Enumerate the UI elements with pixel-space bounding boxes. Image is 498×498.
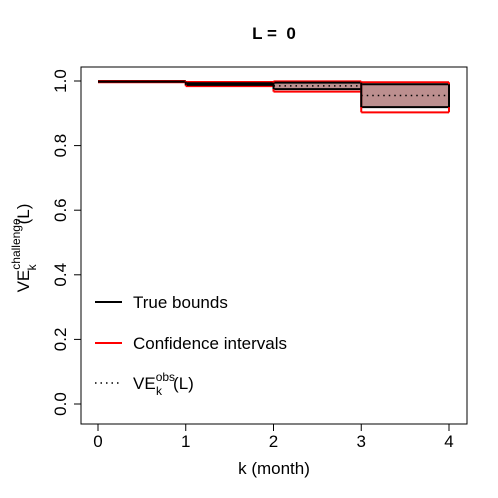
legend-ve-obs-superscript: obs xyxy=(156,370,175,384)
x-tick-label-4: 4 xyxy=(444,432,453,451)
y-tick-label-2: 0.4 xyxy=(51,263,70,287)
y-tick-label-0: 0.0 xyxy=(51,392,70,416)
legend-ve-obs-suffix: (L) xyxy=(173,374,194,393)
legend: True bounds Confidence intervals VEobs k (… xyxy=(95,293,287,398)
y-tick-label-3: 0.6 xyxy=(51,198,70,222)
y-axis-title-suffix: (L) xyxy=(14,204,33,225)
true-bounds-band-3 xyxy=(361,84,449,108)
x-axis: 0 1 2 3 4 xyxy=(93,423,454,451)
plot-frame xyxy=(80,66,468,425)
y-tick-label-5: 1.0 xyxy=(51,69,70,93)
true-bounds-band-2 xyxy=(273,82,362,90)
y-axis-title-superscript: challenge xyxy=(9,218,23,270)
x-tick-label-1: 1 xyxy=(181,432,190,451)
y-axis-title: VEchallenge k (L) xyxy=(9,204,39,293)
chart-marks xyxy=(98,80,450,114)
x-axis-title: k (month) xyxy=(238,459,310,478)
x-tick-label-2: 2 xyxy=(269,432,278,451)
x-tick-label-3: 3 xyxy=(357,432,366,451)
y-axis: 0.0 0.2 0.4 0.6 0.8 1.0 xyxy=(51,69,82,416)
y-tick-label-4: 0.8 xyxy=(51,134,70,158)
legend-ve-obs-subscript: k xyxy=(156,384,163,398)
legend-label-ve-obs: VEobs k (L) xyxy=(133,370,194,398)
x-tick-label-0: 0 xyxy=(93,432,102,451)
chart-title: L = 0 xyxy=(252,24,296,43)
y-tick-label-1: 0.2 xyxy=(51,328,70,352)
y-axis-title-subscript: k xyxy=(25,263,39,270)
y-axis-title-base: VE xyxy=(14,270,33,293)
legend-ve-obs-base: VE xyxy=(133,374,156,393)
legend-label-confidence-intervals: Confidence intervals xyxy=(133,334,287,353)
legend-label-true-bounds: True bounds xyxy=(133,293,228,312)
